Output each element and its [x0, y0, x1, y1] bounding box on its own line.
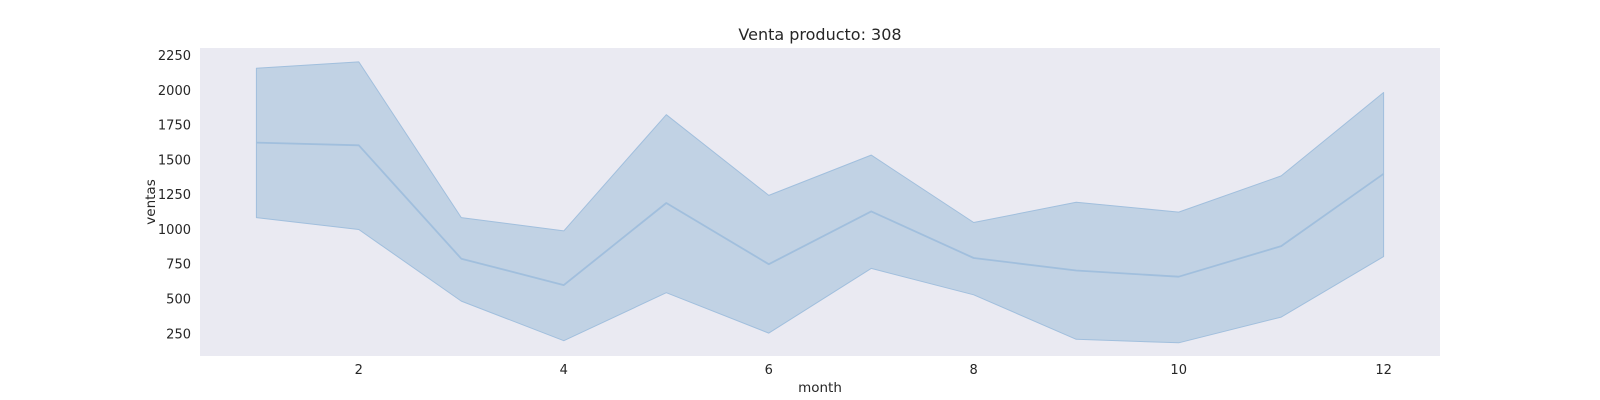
chart-title: Venta producto: 308 — [738, 25, 901, 44]
y-tick-label: 1500 — [158, 153, 191, 168]
x-tick-label: 12 — [1375, 363, 1392, 378]
x-axis-label: month — [798, 380, 842, 396]
y-tick-label: 1000 — [158, 223, 191, 238]
y-tick-label: 750 — [166, 258, 191, 273]
series-line-layer — [256, 141, 1385, 287]
x-tick-labels: 2 4 6 8 10 12 — [355, 363, 1392, 378]
y-tick-label: 2000 — [158, 84, 191, 99]
x-tick-label: 2 — [355, 363, 363, 378]
y-tick-label: 1250 — [158, 188, 191, 203]
y-tick-labels: 250 500 750 1000 1250 1500 1750 2000 2250 — [158, 49, 191, 342]
y-tick-label: 2250 — [158, 49, 191, 64]
y-tick-label: 250 — [166, 327, 191, 342]
y-tick-label: 1750 — [158, 119, 191, 134]
x-tick-label: 4 — [560, 363, 568, 378]
series-line — [256, 141, 1385, 287]
x-tick-label: 10 — [1170, 363, 1187, 378]
x-tick-label: 6 — [765, 363, 773, 378]
x-tick-label: 8 — [970, 363, 978, 378]
y-axis-label: ventas — [143, 179, 159, 224]
y-tick-label: 500 — [166, 293, 191, 308]
